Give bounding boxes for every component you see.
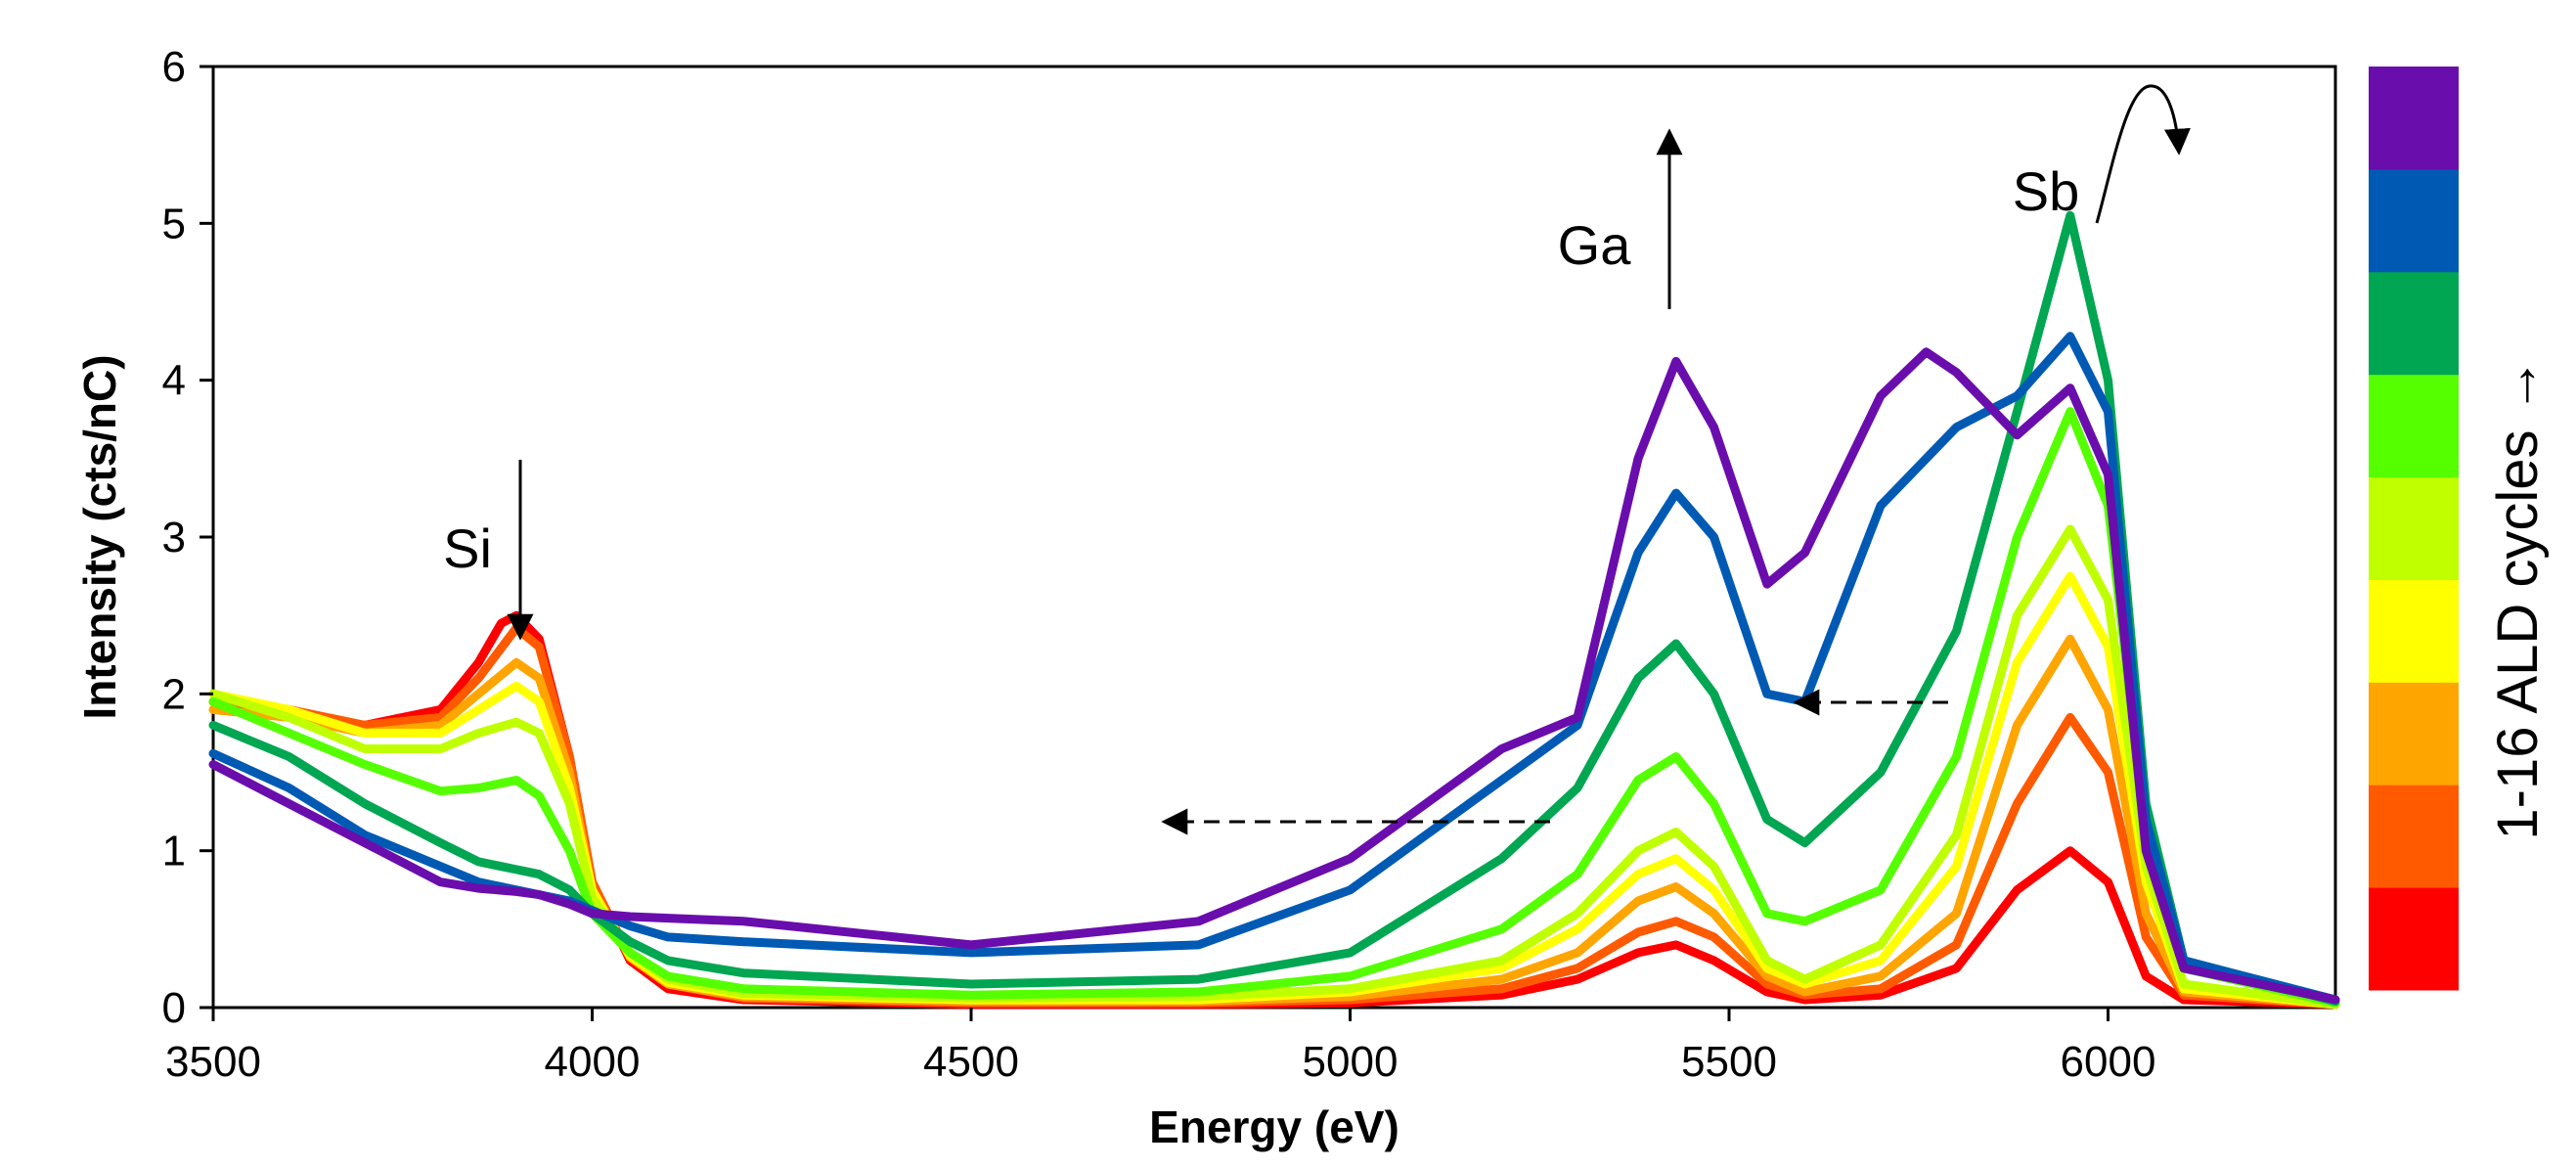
series-line-9 [208, 347, 2340, 1005]
x-tick-label: 4000 [545, 1038, 641, 1086]
colorbar-segment-9 [2369, 67, 2459, 170]
series-line-6 [208, 407, 2340, 1008]
x-tick-label: 3500 [165, 1038, 261, 1086]
colorbar-segment-8 [2369, 168, 2459, 273]
colorbar-segment-6 [2369, 374, 2459, 478]
colorbar-segment-1 [2369, 887, 2459, 991]
y-tick-label: 3 [162, 514, 186, 562]
colorbar-segment-7 [2369, 271, 2459, 376]
colorbar-segment-3 [2369, 682, 2459, 786]
series-line-7 [208, 210, 2340, 1007]
x-tick-label: 6000 [2061, 1038, 2156, 1086]
y-tick-label: 0 [162, 984, 186, 1032]
x-tick-label: 4500 [923, 1038, 1019, 1086]
x-tick-label: 5000 [1303, 1038, 1399, 1086]
x-ticks: 3500 4000 4500 5000 5500 6000 [165, 1008, 2155, 1086]
x-tick-label: 5500 [1681, 1038, 1777, 1086]
colorbar-label: 1-16 ALD cycles → [2486, 357, 2550, 839]
y-tick-label: 2 [162, 670, 186, 718]
y-axis-title: Intensity (cts/nC) [74, 354, 125, 719]
annotation-si-label: Si [443, 517, 492, 579]
colorbar-segment-4 [2369, 579, 2459, 683]
arrow-sb-curved [2095, 84, 2191, 224]
series-line-4 [208, 571, 2340, 1010]
x-axis-title: Energy (eV) [1149, 1101, 1399, 1152]
y-tick-label: 6 [162, 43, 186, 91]
series-line-5 [208, 524, 2340, 1010]
colorbar [2369, 67, 2459, 991]
colorbar-segment-5 [2369, 476, 2459, 580]
colorbar-segment-2 [2369, 785, 2459, 888]
annotation-sb-label: Sb [2013, 160, 2080, 222]
y-tick-label: 1 [162, 828, 186, 876]
y-ticks: 0 1 2 3 4 5 6 [162, 43, 213, 1032]
y-tick-label: 4 [162, 357, 186, 405]
series-line-3 [208, 634, 2340, 1010]
annotation-ga-label: Ga [1558, 214, 1632, 276]
y-tick-label: 5 [162, 200, 186, 247]
